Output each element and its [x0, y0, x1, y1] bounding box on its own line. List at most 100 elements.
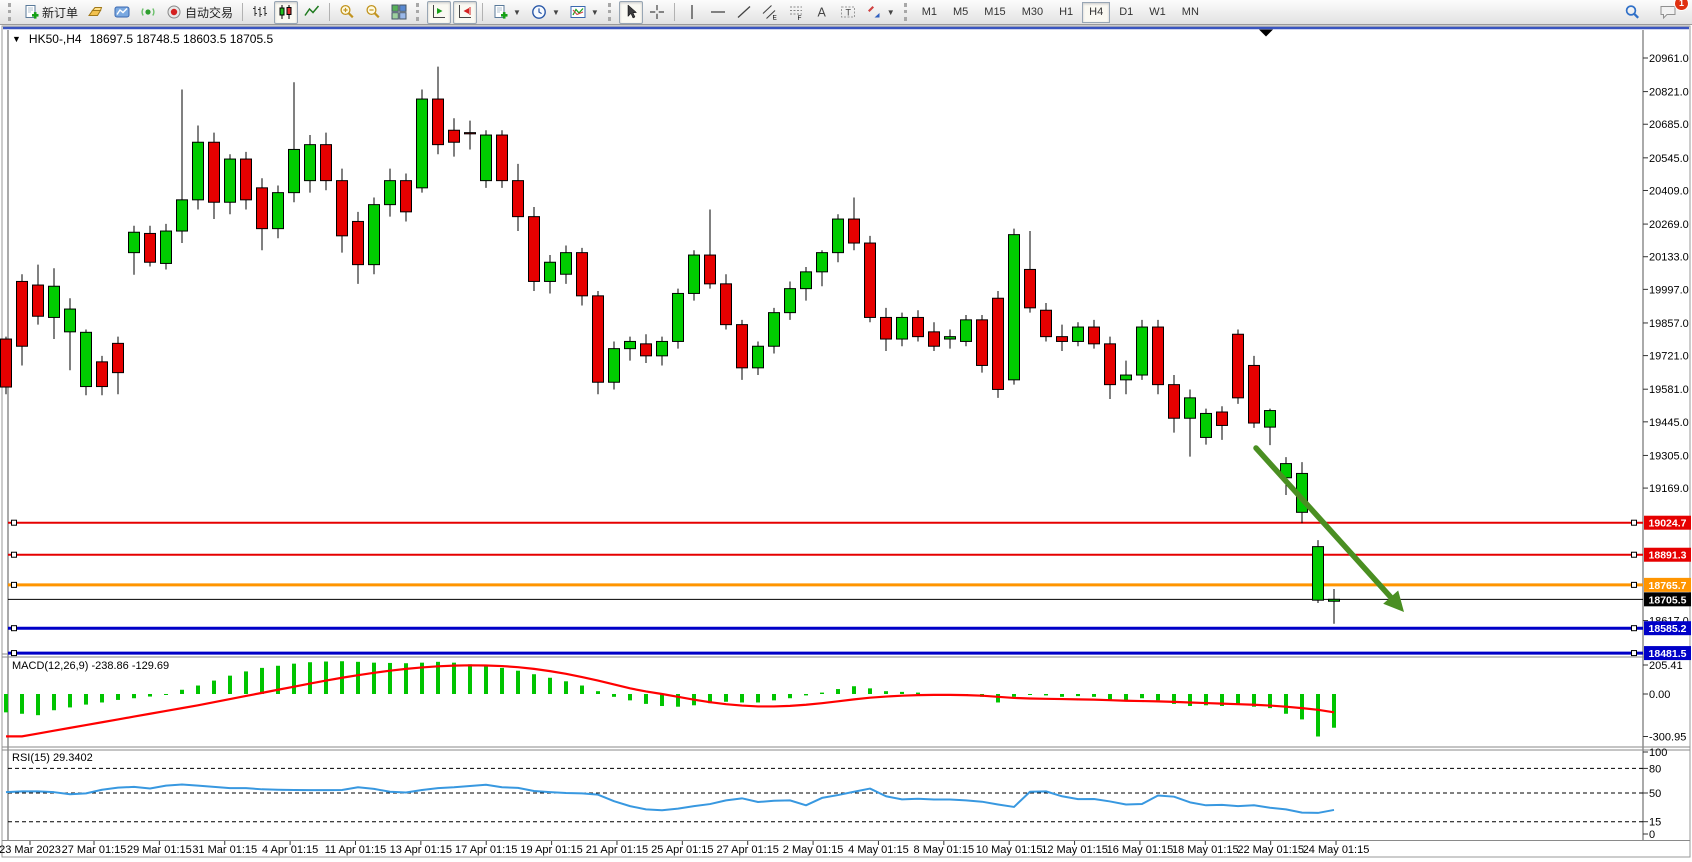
chart-shift-marker-icon: [1259, 29, 1273, 37]
arrows-button[interactable]: ▼: [862, 1, 899, 24]
timeframe-m15-button[interactable]: M15: [984, 6, 1006, 18]
zoom-in-icon: [339, 4, 355, 20]
toolbar: 新订单 自动交易 ▼ ▼ ▼ E F A T ▼ M1 M5 M15 M30 H1 H4 D1 W1 MN 1: [0, 0, 1692, 25]
svg-text:18765.7: 18765.7: [1649, 580, 1687, 592]
bar-chart-button[interactable]: [248, 1, 272, 24]
timeframe-d1-button[interactable]: D1: [1119, 6, 1134, 18]
text-label-button[interactable]: T: [836, 1, 860, 24]
svg-text:8 May 01:15: 8 May 01:15: [914, 844, 975, 856]
svg-text:20269.0: 20269.0: [1649, 219, 1689, 231]
svg-text:19721.0: 19721.0: [1649, 351, 1689, 363]
chart-shift-button[interactable]: [453, 0, 478, 24]
svg-text:20821.0: 20821.0: [1649, 87, 1689, 99]
svg-text:18 May 01:15: 18 May 01:15: [1172, 844, 1239, 856]
macd-panel: 205.41 0.00 -300.95: [4, 660, 1686, 743]
timeframe-m1-button[interactable]: M1: [921, 6, 937, 18]
svg-text:20961.0: 20961.0: [1649, 53, 1689, 65]
dropdown-caret-icon[interactable]: ▼: [513, 7, 521, 17]
channel-icon: E: [762, 4, 778, 20]
tile-windows-button[interactable]: [387, 1, 411, 24]
candles-layer: [0, 66, 1340, 624]
new-template-button[interactable]: ▼: [488, 1, 525, 24]
bar-chart-icon: [252, 4, 268, 20]
svg-text:-300.95: -300.95: [1649, 731, 1686, 743]
svg-text:4 Apr 01:15: 4 Apr 01:15: [262, 844, 318, 856]
indicators-button[interactable]: ▼: [566, 1, 603, 24]
dropdown-caret-icon[interactable]: ▼: [886, 7, 895, 17]
timeframe-w1-button[interactable]: W1: [1149, 6, 1166, 18]
timeframe-mn-button[interactable]: MN: [1181, 6, 1199, 18]
auto-trading-button[interactable]: 自动交易: [162, 1, 237, 24]
text-icon: A: [814, 4, 830, 20]
cloud-chart-button[interactable]: [110, 1, 134, 24]
svg-text:50: 50: [1649, 788, 1661, 800]
timeframe-m5-button[interactable]: M5: [953, 6, 969, 18]
date-axis: 23 Mar 2023 27 Mar 01:15 29 Mar 01:15 31 Ma…: [0, 841, 1369, 856]
notification-badge: 1: [1674, 0, 1689, 11]
timeframe-m30-button[interactable]: M30: [1021, 6, 1044, 18]
timeframe-h1-button[interactable]: H1: [1059, 6, 1074, 18]
signal-icon: [140, 4, 156, 20]
fibonacci-icon: F: [788, 4, 804, 20]
auto-trading-icon: [166, 4, 182, 20]
crosshair-icon: [649, 4, 665, 20]
svg-text:17 Apr 01:15: 17 Apr 01:15: [455, 844, 517, 856]
macd-signal-line: [6, 664, 1335, 738]
cursor-icon: [623, 4, 639, 20]
line-chart-button[interactable]: [300, 1, 324, 24]
new-order-button[interactable]: 新订单: [19, 1, 82, 24]
vertical-line-icon: [684, 4, 700, 20]
search-button[interactable]: [1620, 1, 1645, 24]
svg-text:19997.0: 19997.0: [1649, 284, 1689, 296]
doc-plus-icon: [23, 4, 39, 20]
svg-text:29 Mar 01:15: 29 Mar 01:15: [127, 844, 192, 856]
svg-text:15: 15: [1649, 817, 1661, 829]
svg-text:11 Apr 01:15: 11 Apr 01:15: [325, 844, 387, 856]
dropdown-caret-icon[interactable]: ▼: [551, 7, 560, 17]
annotation-arrow[interactable]: [1253, 445, 1404, 612]
svg-text:20409.0: 20409.0: [1649, 185, 1689, 197]
svg-text:20133.0: 20133.0: [1649, 252, 1689, 264]
text-button[interactable]: A: [810, 1, 834, 24]
svg-text:27 Apr 01:15: 27 Apr 01:15: [717, 844, 779, 856]
chart-frame: [1, 25, 1691, 858]
svg-text:205.41: 205.41: [1649, 660, 1683, 672]
dropdown-caret-icon[interactable]: ▼: [590, 7, 599, 17]
trendline-icon: [736, 4, 752, 20]
rsi-panel: 100 80 50 150: [5, 747, 1667, 841]
zoom-in-button[interactable]: [335, 1, 359, 24]
svg-text:12 May 01:15: 12 May 01:15: [1041, 844, 1108, 856]
chart-symbol-period: HK50-,H4: [28, 32, 82, 46]
svg-text:22 May 01:15: 22 May 01:15: [1237, 844, 1304, 856]
svg-text:18585.2: 18585.2: [1649, 623, 1687, 635]
signal-button[interactable]: [136, 1, 160, 24]
svg-text:23 Mar 2023: 23 Mar 2023: [0, 844, 61, 856]
candlestick-button[interactable]: [274, 0, 299, 24]
horizontal-line-button[interactable]: [706, 1, 730, 24]
rsi-indicator-label: RSI(15) 29.3402: [12, 752, 93, 764]
svg-text:19169.0: 19169.0: [1649, 483, 1689, 495]
chart-ohlc-values: 18697.5 18748.5 18603.5 18705.5: [89, 32, 274, 46]
price-tags: 19024.7 18891.3 18765.7 18585.2 18481.5 18705…: [1644, 515, 1691, 661]
svg-text:19 Apr 01:15: 19 Apr 01:15: [520, 844, 582, 856]
fibonacci-button[interactable]: F: [784, 1, 808, 24]
macd-indicator-label: MACD(12,26,9) -238.86 -129.69: [12, 660, 170, 672]
vertical-line-button[interactable]: [680, 1, 704, 24]
cursor-button[interactable]: [618, 0, 643, 24]
svg-text:19305.0: 19305.0: [1649, 450, 1689, 462]
gold-bar-button[interactable]: [84, 1, 108, 24]
crosshair-button[interactable]: [645, 1, 669, 24]
period-button[interactable]: ▼: [527, 1, 564, 24]
channel-button[interactable]: E: [758, 1, 782, 24]
chart-collapse-icon[interactable]: ▼: [12, 34, 21, 44]
auto-scroll-button[interactable]: [427, 0, 452, 24]
price-axis: 20961.0 20821.0 20685.0 20545.0 20409.0 20269…: [1643, 53, 1689, 628]
doc-plus-icon: [492, 4, 508, 20]
trendline-button[interactable]: [732, 1, 756, 24]
svg-text:19857.0: 19857.0: [1649, 318, 1689, 330]
zoom-out-button[interactable]: [361, 1, 385, 24]
horizontal-line-icon: [710, 4, 726, 20]
svg-text:18481.5: 18481.5: [1649, 648, 1687, 660]
timeframe-h4-button[interactable]: H4: [1082, 1, 1111, 23]
